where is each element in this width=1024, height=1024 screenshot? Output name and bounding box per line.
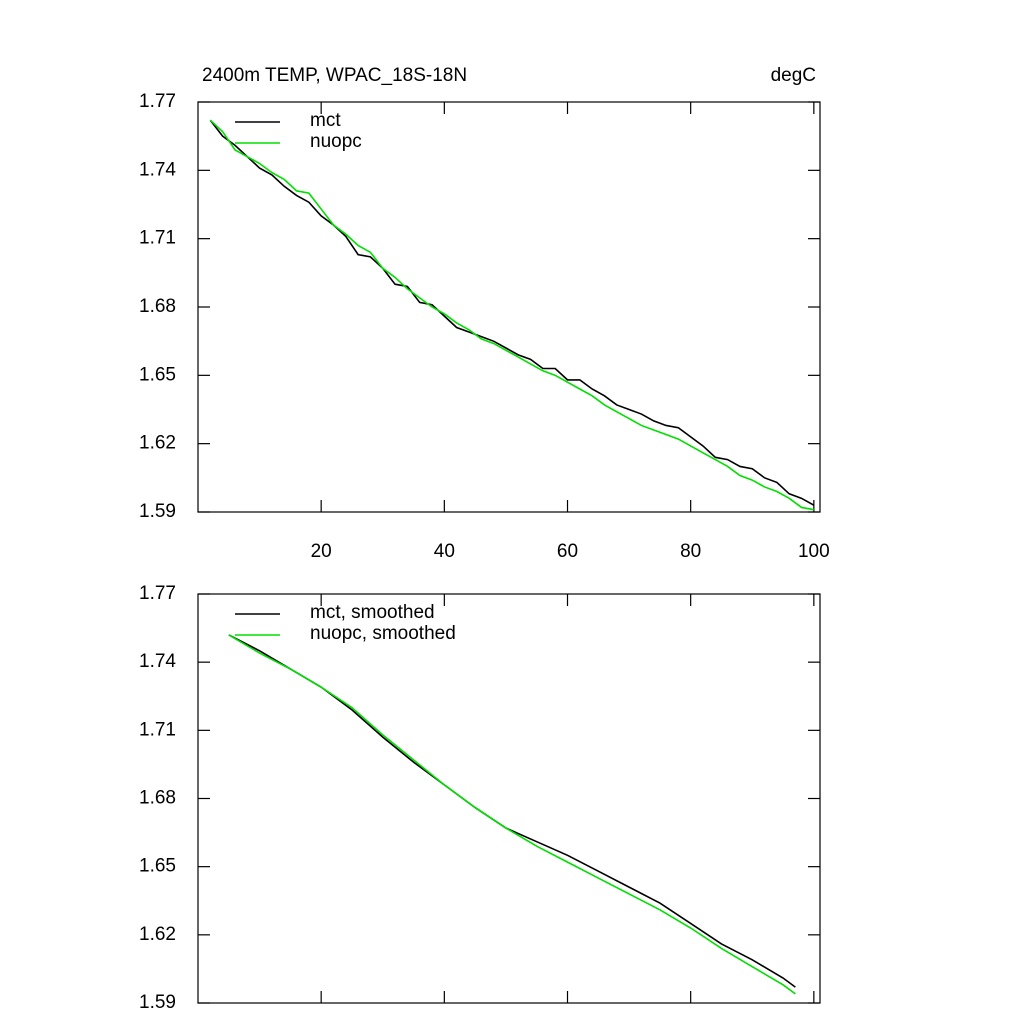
units-label: degC — [771, 65, 816, 86]
y-tick-label: 1.65 — [139, 364, 176, 385]
x-tick-label: 20 — [311, 541, 332, 562]
legend-label: mct — [310, 110, 341, 131]
legend-label: mct, smoothed — [310, 602, 435, 623]
plot-frame — [197, 101, 821, 513]
y-tick-label: 1.71 — [139, 719, 176, 740]
y-tick-label: 1.74 — [139, 651, 176, 672]
y-tick-label: 1.62 — [139, 924, 176, 945]
chart-title: 2400m TEMP, WPAC_18S-18N — [202, 65, 467, 86]
legend-label: nuopc — [310, 131, 362, 152]
y-tick-label: 1.62 — [139, 433, 176, 454]
y-tick-label: 1.59 — [139, 992, 176, 1013]
x-tick-label: 40 — [434, 541, 455, 562]
legend-label: nuopc, smoothed — [310, 623, 456, 644]
plot-frame — [197, 593, 821, 1004]
y-tick-label: 1.74 — [139, 159, 176, 180]
data-line — [228, 634, 796, 995]
y-tick-label: 1.77 — [139, 583, 176, 604]
x-tick-label: 60 — [557, 541, 578, 562]
data-line — [209, 119, 815, 506]
data-line — [209, 119, 814, 511]
y-tick-label: 1.68 — [139, 788, 176, 809]
y-tick-label: 1.65 — [139, 856, 176, 877]
y-tick-label: 1.77 — [139, 91, 176, 112]
y-tick-label: 1.71 — [139, 228, 176, 249]
x-tick-label: 80 — [680, 541, 701, 562]
data-line — [228, 634, 796, 988]
y-tick-label: 1.68 — [139, 296, 176, 317]
x-tick-label: 100 — [798, 541, 830, 562]
y-tick-label: 1.59 — [139, 501, 176, 522]
